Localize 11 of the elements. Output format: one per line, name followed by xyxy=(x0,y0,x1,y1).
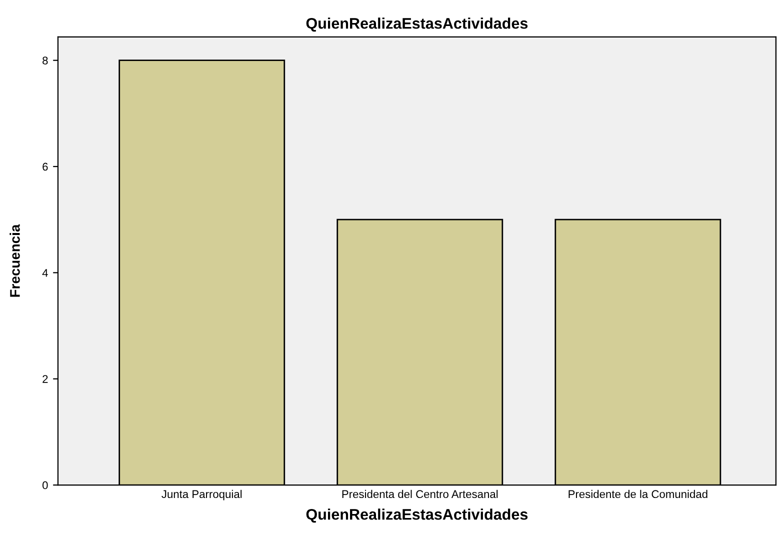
x-axis-title: QuienRealizaEstasActividades xyxy=(306,508,528,523)
x-tick-label: Junta Parroquial xyxy=(162,490,242,500)
y-tick-label: 6 xyxy=(42,162,48,171)
y-tick-label: 0 xyxy=(42,481,48,490)
x-tick-label: Presidenta del Centro Artesanal xyxy=(342,490,498,498)
x-tick-label: Presidente de la Comunidad xyxy=(568,490,708,498)
y-tick-label: 4 xyxy=(42,269,48,277)
y-axis-title: Frecuencia xyxy=(10,224,20,297)
y-tick-label: 2 xyxy=(42,375,48,383)
chart-title: QuienRealizaEstasActividades xyxy=(306,18,528,32)
y-tick-label: 8 xyxy=(42,56,48,64)
